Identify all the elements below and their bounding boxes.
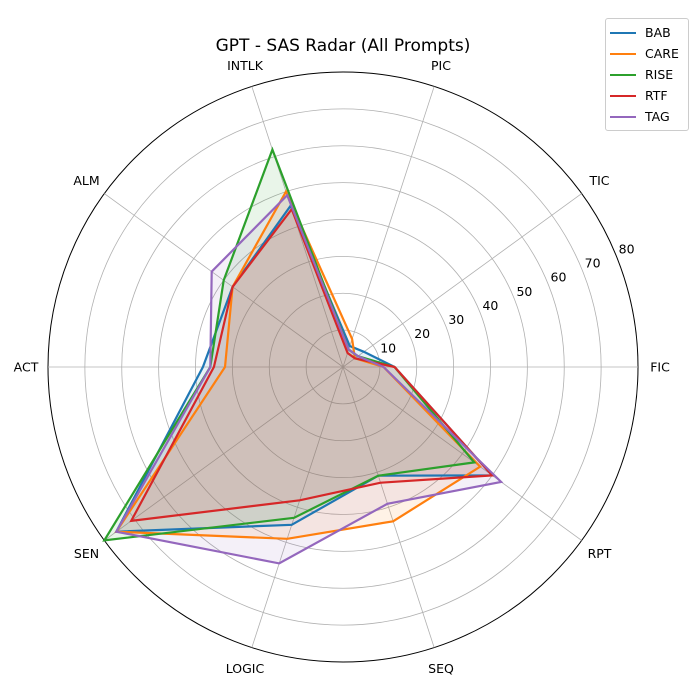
legend: BAB CARE RISE RTF TAG <box>605 18 689 131</box>
radial-tick-label: 60 <box>551 270 567 285</box>
spoke-tic <box>342 193 582 368</box>
legend-swatch <box>610 115 636 118</box>
radial-tick-label: 20 <box>414 326 430 341</box>
legend-swatch <box>610 73 636 76</box>
legend-item-rtf: RTF <box>610 85 684 106</box>
spoke-logic <box>251 366 344 648</box>
radial-tick-label: 30 <box>448 312 464 327</box>
axis-label-intlk: INTLK <box>227 58 264 73</box>
legend-item-bab: BAB <box>610 22 684 43</box>
legend-swatch <box>610 31 636 34</box>
radial-tick-label: 80 <box>619 242 635 257</box>
axis-label-tic: TIC <box>588 173 609 188</box>
axis-label-rpt: RPT <box>588 546 612 561</box>
legend-swatch <box>610 94 636 97</box>
legend-item-care: CARE <box>610 43 684 64</box>
axis-label-sen: SEN <box>74 546 99 561</box>
series-fill-care <box>116 191 481 539</box>
radar-labels: FIC TIC PIC INTLK ALM ACT SEN LOGIC SEQ RPT 10 20 30… <box>14 58 670 676</box>
series-line-tag <box>114 193 504 565</box>
radar-series <box>102 146 504 565</box>
legend-item-tag: TAG <box>610 106 684 127</box>
axis-label-fic: FIC <box>650 360 670 375</box>
radar-grid <box>47 71 639 663</box>
radial-tick-label: 10 <box>380 340 396 355</box>
series-line-care <box>114 189 482 540</box>
radial-tick-label: 50 <box>516 284 532 299</box>
axis-label-alm: ALM <box>73 173 99 188</box>
legend-swatch <box>610 52 636 55</box>
legend-label: RTF <box>645 88 668 103</box>
spoke-rpt <box>342 366 582 541</box>
spoke-pic <box>342 86 435 368</box>
spoke-sen <box>104 366 344 541</box>
legend-label: BAB <box>645 25 671 40</box>
series-fill-rise <box>104 149 475 541</box>
legend-label: TAG <box>645 109 670 124</box>
chart-title: GPT - SAS Radar (All Prompts) <box>216 36 471 56</box>
axis-label-pic: PIC <box>431 58 451 73</box>
series-fill-bab <box>116 205 493 532</box>
spoke-seq <box>342 366 435 648</box>
radial-tick-label: 70 <box>585 256 601 271</box>
axis-label-seq: SEQ <box>428 661 454 676</box>
series-fill-rtf <box>131 209 493 521</box>
legend-label: RISE <box>645 67 674 82</box>
legend-label: CARE <box>645 46 679 61</box>
radial-tick-label: 40 <box>482 298 498 313</box>
series-line-rtf <box>129 206 495 523</box>
legend-item-rise: RISE <box>610 64 684 85</box>
axis-label-act: ACT <box>14 360 39 375</box>
axis-label-logic: LOGIC <box>226 661 265 676</box>
